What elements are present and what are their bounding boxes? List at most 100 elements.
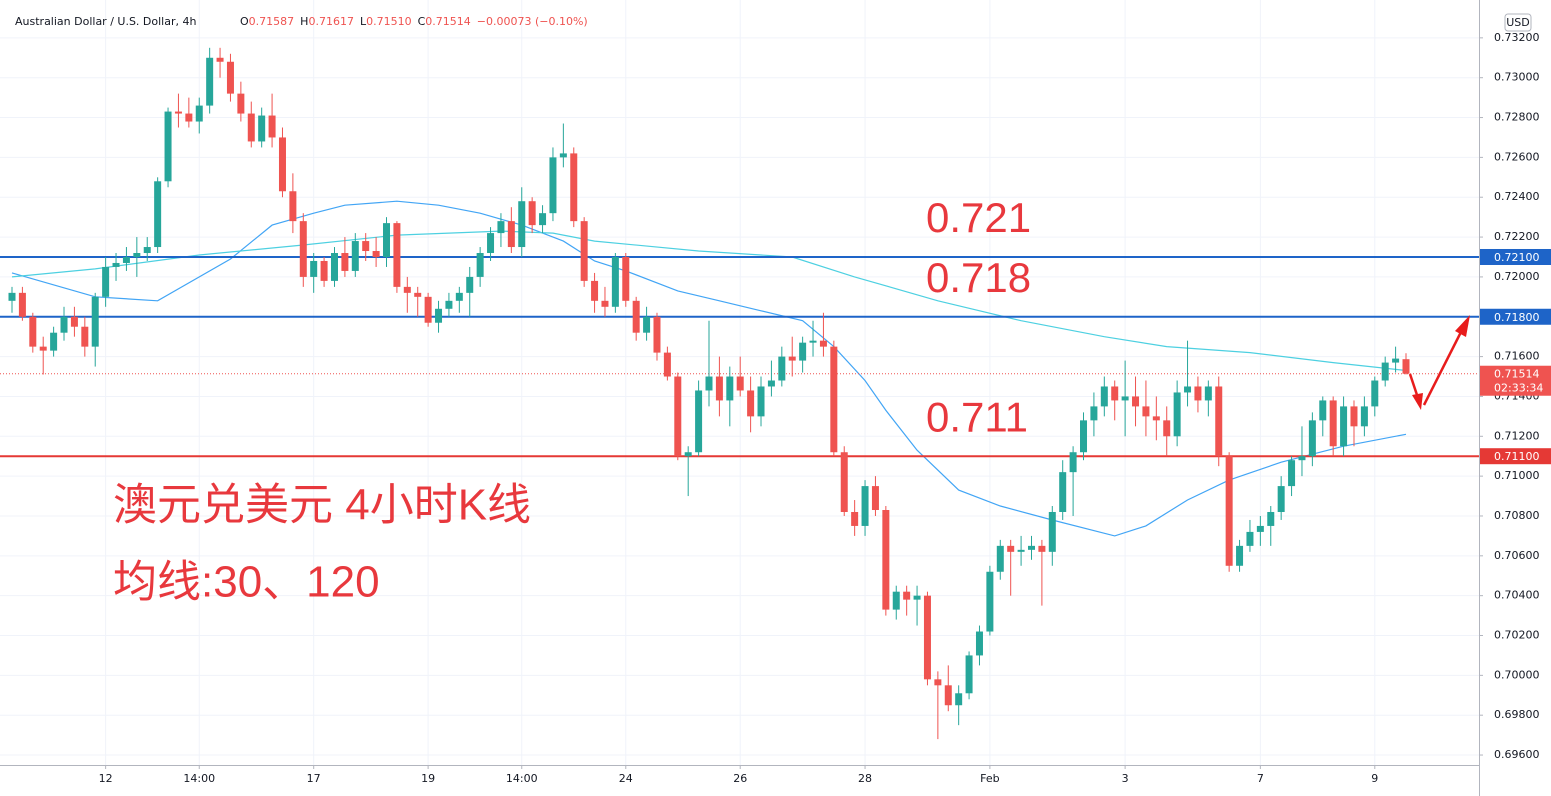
y-tick-label: 0.72200 xyxy=(1494,230,1540,243)
y-tick-label: 0.70200 xyxy=(1494,629,1540,642)
candle-body xyxy=(1152,416,1160,421)
candle-body xyxy=(1288,460,1296,487)
candle-body xyxy=(289,191,297,222)
candle-body xyxy=(840,452,848,512)
y-tick-label: 0.72400 xyxy=(1494,190,1540,203)
level-tag xyxy=(1480,248,1551,265)
candle-body xyxy=(715,376,723,401)
candle-body xyxy=(913,595,921,600)
candle-body xyxy=(206,57,214,106)
ohlc-legend: O0.71587 H0.71617 L0.71510 C0.71514 −0.00073… xyxy=(240,15,588,28)
candle-body xyxy=(1111,386,1119,401)
y-tick-label: 0.72600 xyxy=(1494,150,1540,163)
candle-body xyxy=(1163,420,1171,437)
y-tick-label: 0.70400 xyxy=(1494,589,1540,602)
candle-body xyxy=(632,300,640,333)
candle-body xyxy=(362,241,370,252)
candle-body xyxy=(1371,380,1379,407)
candle-body xyxy=(580,221,588,281)
level-annotation: 0.721 xyxy=(926,194,1031,241)
candle-body xyxy=(1215,386,1223,457)
arrow-down xyxy=(1408,373,1420,399)
candle-body xyxy=(1173,392,1181,437)
level-annotation: 0.718 xyxy=(926,254,1031,301)
candle-body xyxy=(903,591,911,600)
candle-body xyxy=(1194,386,1202,401)
candle-body xyxy=(455,292,463,301)
candle-body xyxy=(1007,545,1015,552)
price-axis-bg xyxy=(1479,0,1551,796)
candle-body xyxy=(643,316,651,333)
candle-body xyxy=(424,296,432,323)
candle-body xyxy=(955,693,963,706)
candle-body xyxy=(767,380,775,387)
candle-body xyxy=(487,233,495,254)
level-tag-label: 0.71100 xyxy=(1494,450,1540,463)
last-price-label: 0.71514 xyxy=(1494,368,1540,381)
ohlc-value: 0.71587 xyxy=(249,15,295,28)
chart-note: 均线:30、120 xyxy=(113,558,380,607)
y-tick-label: 0.71200 xyxy=(1494,429,1540,442)
x-tick-label: 9 xyxy=(1371,772,1378,785)
candle-body xyxy=(258,115,266,142)
candle-body xyxy=(799,342,807,361)
candle-body xyxy=(122,256,130,263)
candle-body xyxy=(778,356,786,381)
candle-body xyxy=(81,326,89,347)
x-tick-label: 14:00 xyxy=(183,772,215,785)
candle-body xyxy=(757,386,765,417)
candle-body xyxy=(1027,545,1035,550)
candle-body xyxy=(1267,511,1275,526)
candle-body xyxy=(1277,486,1285,512)
candle-body xyxy=(435,308,443,323)
candle-body xyxy=(1360,406,1368,427)
x-tick-label: 24 xyxy=(619,772,633,785)
hand-drawn-arrows xyxy=(1408,315,1470,410)
candle-body xyxy=(476,253,484,277)
currency-box xyxy=(1504,13,1532,32)
candle-body xyxy=(341,253,349,271)
candle-body xyxy=(1329,400,1337,447)
y-tick-label: 0.72800 xyxy=(1494,111,1540,124)
moving-average xyxy=(11,200,1407,537)
candle-body xyxy=(1392,358,1400,363)
candle-body xyxy=(861,486,869,526)
candle-body xyxy=(18,292,26,317)
x-tick-label: 19 xyxy=(421,772,435,785)
candle-body xyxy=(268,115,276,138)
candle-body xyxy=(528,201,536,226)
candle-body xyxy=(278,137,286,192)
candle-body xyxy=(851,511,859,526)
candle-body xyxy=(830,346,838,453)
candle-body xyxy=(539,213,547,226)
y-tick-label: 0.73000 xyxy=(1494,71,1540,84)
candle-body xyxy=(674,376,682,457)
level-tag-label: 0.71800 xyxy=(1494,311,1540,324)
candle-body xyxy=(414,292,422,297)
candle-body xyxy=(736,376,744,391)
candle-body xyxy=(1340,406,1348,447)
candle-body xyxy=(185,113,193,122)
candle-body xyxy=(1381,362,1389,381)
candle-body xyxy=(923,595,931,680)
level-annotation: 0.711 xyxy=(926,393,1028,440)
candle-body xyxy=(39,346,47,351)
candle-body xyxy=(975,631,983,656)
candle-body xyxy=(622,256,630,301)
y-tick-label: 0.69600 xyxy=(1494,748,1540,761)
candle-body xyxy=(1017,549,1025,552)
candle-body xyxy=(788,356,796,361)
candle-body xyxy=(50,332,58,351)
y-tick-label: 0.70000 xyxy=(1494,668,1540,681)
candle-body xyxy=(1069,452,1077,473)
candle-body xyxy=(70,316,78,327)
candle-body xyxy=(1308,420,1316,457)
arrow-head xyxy=(1412,393,1423,410)
candle-body xyxy=(705,376,713,391)
y-tick-label: 0.70600 xyxy=(1494,549,1540,562)
candle-body xyxy=(133,253,141,257)
candle-body xyxy=(570,153,578,222)
candle-body xyxy=(164,111,172,182)
